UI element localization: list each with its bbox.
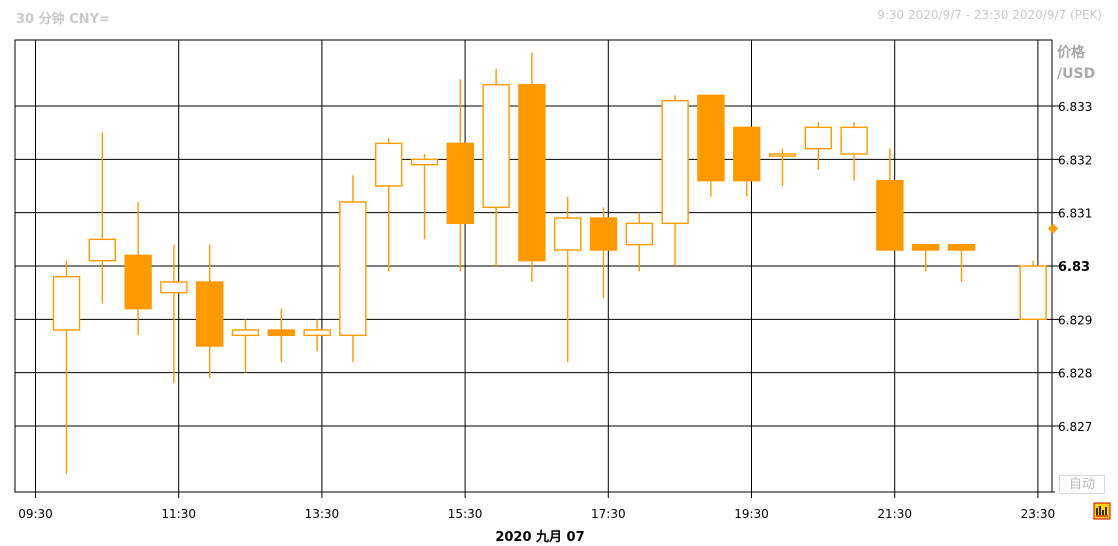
auto-scale-button[interactable]: 自动 [1059,475,1105,494]
current-price-marker [1048,223,1058,234]
candle-body [410,158,439,166]
candle-body [231,329,260,337]
candle-body [697,94,725,182]
candle-body [518,83,546,262]
x-tick-label: 19:30 [734,507,769,521]
y-tick-label: 6.832 [1058,153,1092,167]
y-tick-label: 6.833 [1058,100,1092,114]
y-tick-label: 6.829 [1058,313,1092,327]
candle-body [912,243,940,251]
candle[interactable] [947,243,976,283]
candle[interactable] [733,126,761,197]
price-unit-label: 价格 [1057,44,1086,61]
candle-body [303,329,331,337]
candle[interactable] [160,244,188,384]
x-tick-label: 17:30 [591,507,626,521]
candle-body [804,126,832,150]
x-axis-ticks: 09:30 11:30 13:30 15:30 17:30 19:30 21:30 23:30 [18,507,1055,521]
candle[interactable] [482,68,510,267]
candle[interactable] [446,79,474,272]
candle-body [339,201,367,337]
candle-body [482,83,510,209]
candle[interactable] [518,52,546,283]
candle-body [1019,265,1047,321]
candle[interactable] [768,148,797,187]
candle[interactable] [912,243,940,272]
candle[interactable] [303,319,331,352]
candle-body [160,281,188,294]
time-range-label: 9:30 2020/9/7 - 23:30 2020/9/7 (PEK) [877,8,1102,22]
candle-body [625,222,653,246]
candle[interactable] [124,202,152,336]
candle[interactable] [840,122,868,181]
chart-tool-icon[interactable] [1093,502,1111,520]
candle[interactable] [625,212,653,272]
candle[interactable] [339,175,367,363]
candle-body [124,254,152,310]
candle[interactable] [589,207,618,299]
candle-body [554,217,582,251]
candle-body [876,179,904,251]
candle[interactable] [231,319,260,373]
candle-body [52,275,81,331]
currency-unit-label: /USD [1057,66,1095,82]
x-tick-label: 15:30 [448,507,483,521]
x-tick-label: 13:30 [305,507,340,521]
candle[interactable] [410,154,439,240]
candle-body [446,142,474,225]
candles-group [52,52,1047,474]
candle[interactable] [697,94,725,197]
candle[interactable] [52,260,81,474]
y-axis-ticks: 6.827 6.828 6.829 6.83 6.831 6.832 6.833 [1048,100,1092,434]
candle-body [375,142,403,187]
candle[interactable] [88,132,117,304]
candle[interactable] [195,244,224,379]
candle-body [589,217,618,251]
candle-body [195,281,224,347]
candle[interactable] [1019,260,1047,321]
candle[interactable] [375,138,403,272]
candle[interactable] [876,148,904,251]
y-tick-label: 6.827 [1058,420,1092,434]
x-tick-label: 09:30 [18,507,53,521]
x-tick-label: 11:30 [161,507,196,521]
candle-body [733,126,761,182]
x-tick-label: 21:30 [877,507,912,521]
candle-body [88,238,117,262]
candle[interactable] [804,122,832,171]
x-tick-label: 23:30 [1021,507,1056,521]
candle[interactable] [267,308,295,363]
date-label: 2020 九月 07 [495,530,584,545]
candle-body [661,99,689,225]
y-tick-label: 6.831 [1058,207,1092,221]
candle[interactable] [661,95,689,267]
y-tick-label: 6.828 [1058,367,1092,381]
candle[interactable] [554,196,582,363]
y-tick-label: 6.83 [1058,260,1090,275]
candle-body [840,126,868,155]
chart-title: 30 分钟 CNY= [16,12,110,27]
candle-body [768,153,797,157]
candle-body [267,329,295,337]
candle-body [947,243,976,251]
